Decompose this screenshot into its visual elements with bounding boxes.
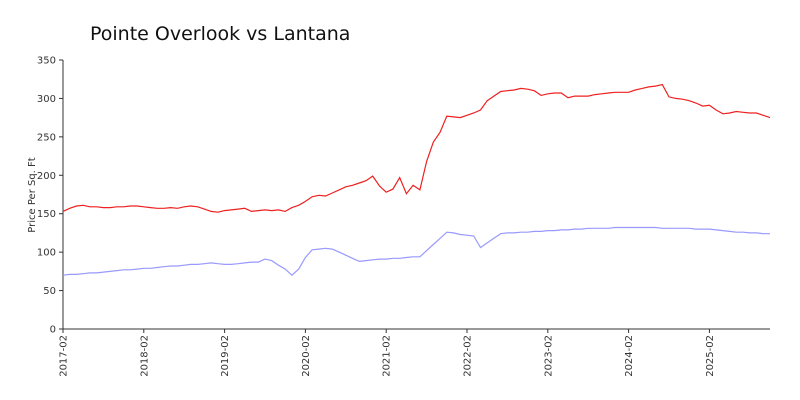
y-tick-label: 50 [43,286,56,297]
x-tick-label: 2018-02 [139,335,150,377]
line-series [62,83,771,213]
x-tick-label: 2023-02 [543,335,554,377]
line-series [62,226,770,277]
x-tick-label: 2025-02 [705,335,716,377]
x-tick-label: 2020-02 [301,335,312,377]
chart-title: Pointe Overlook vs Lantana [90,23,350,45]
y-tick-label: 350 [37,56,56,67]
x-tick-label: 2024-02 [624,335,635,377]
y-tick-label: 200 [37,171,56,182]
y-axis-label: Price Per Sq. Ft [27,157,38,232]
y-tick-label: 300 [37,94,56,105]
y-tick-label: 0 [50,325,56,336]
y-tick-label: 100 [37,248,56,259]
x-tick-label: 2021-02 [382,335,393,377]
x-tick-label: 2022-02 [463,335,474,377]
x-tick-label: 2017-02 [59,335,70,377]
y-tick-label: 150 [37,209,56,220]
x-tick-label: 2019-02 [220,335,231,377]
y-tick-label: 250 [37,132,56,143]
